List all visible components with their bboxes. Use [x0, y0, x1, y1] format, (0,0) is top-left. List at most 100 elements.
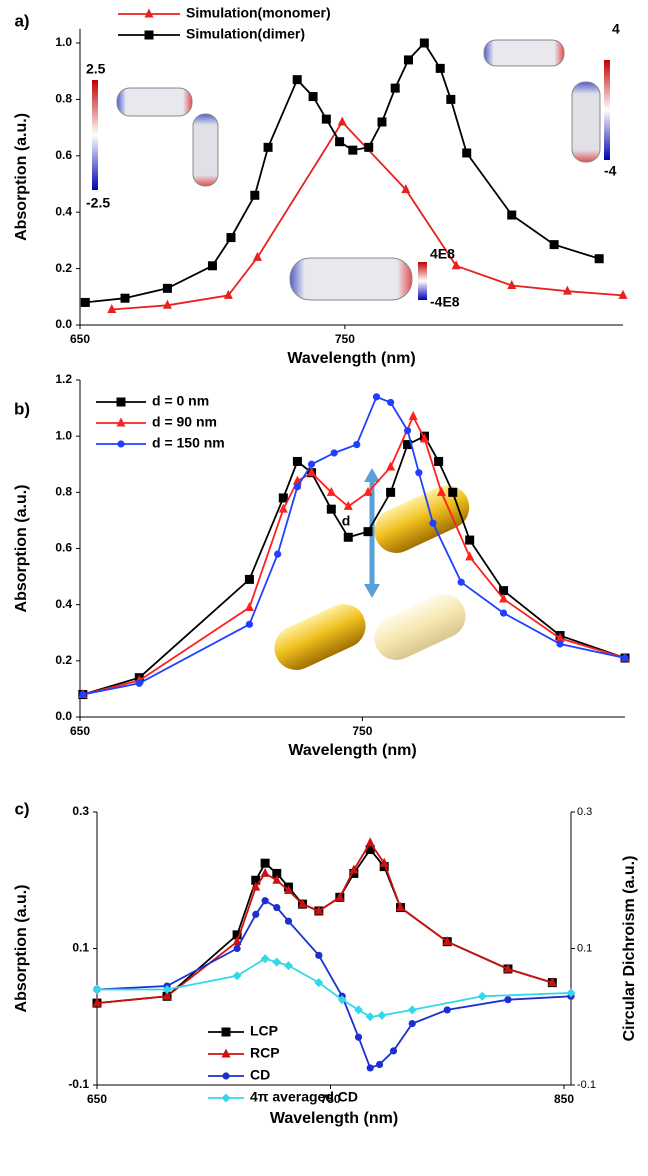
panel: 650 750 850-0.10.10.3-0.10.10.3Wavelength …	[13, 799, 638, 1127]
data-point	[80, 297, 90, 307]
data-point	[292, 456, 302, 466]
data-point	[366, 1064, 374, 1072]
data-point	[349, 864, 359, 874]
x-tick-label: 750	[320, 1092, 340, 1106]
legend-marker	[221, 1027, 231, 1037]
y-tick-label: 1.0	[55, 35, 72, 49]
data-point	[244, 574, 254, 584]
y-axis-label: Absorption (a.u.)	[13, 885, 30, 1013]
data-point	[363, 527, 373, 537]
data-point	[283, 961, 293, 971]
y-tick-label: 0.1	[72, 941, 89, 955]
x-tick-label: 850	[554, 1092, 574, 1106]
data-point	[297, 898, 307, 908]
legend-label: RCP	[250, 1045, 280, 1061]
inset-a	[92, 39, 610, 301]
annotation: 4E8	[430, 246, 455, 262]
data-point	[503, 963, 513, 973]
rod-field	[571, 81, 601, 163]
data-point	[415, 469, 423, 477]
legend-label: d = 150 nm	[152, 435, 225, 451]
colorbar	[92, 80, 98, 190]
data-point	[162, 984, 172, 994]
data-point	[314, 905, 324, 915]
data-point	[403, 440, 413, 450]
y-tick-label: 0.0	[55, 709, 72, 723]
panel-label: a)	[14, 11, 29, 30]
data-point	[386, 487, 396, 497]
legend-marker	[144, 8, 154, 18]
data-point	[436, 486, 446, 496]
data-point	[223, 289, 233, 299]
legend-marker	[116, 417, 126, 427]
rod-field	[116, 87, 193, 117]
data-point	[232, 930, 242, 940]
data-point	[92, 984, 102, 994]
data-point	[547, 977, 557, 987]
y-tick-label: 0.4	[55, 597, 72, 611]
data-point	[226, 233, 236, 243]
legend-marker	[116, 397, 126, 407]
y-axis-label: Absorption (a.u.)	[13, 113, 30, 241]
data-point	[566, 988, 576, 998]
x-tick-label: 650	[70, 724, 90, 738]
data-point	[465, 551, 475, 561]
data-point	[274, 550, 282, 558]
data-point	[420, 433, 430, 443]
data-point	[555, 632, 565, 642]
data-point	[477, 991, 487, 1001]
legend-label: LCP	[250, 1023, 278, 1039]
data-point	[244, 601, 254, 611]
panel: 650 750 0.0 0.2 0.4 0.6 0.8 1.0 Wavelength (nm) A…	[13, 5, 628, 367]
legend-marker	[221, 1093, 231, 1103]
series-line	[82, 414, 626, 696]
data-point	[292, 75, 302, 85]
y2-tick-label: 0.3	[577, 806, 592, 818]
legend-label: Simulation(monomer)	[186, 5, 331, 21]
y-tick-label: 0.0	[55, 317, 72, 331]
data-point	[284, 917, 293, 925]
data-point	[273, 903, 281, 912]
data-point	[251, 881, 261, 891]
data-point	[446, 94, 456, 104]
data-point	[462, 148, 472, 158]
data-point	[407, 1005, 417, 1015]
data-point	[232, 971, 242, 981]
data-point	[363, 486, 373, 496]
x-axis-label: Wavelength (nm)	[270, 1110, 398, 1127]
legend-marker	[222, 1072, 230, 1080]
x-axis-label: Wavelength (nm)	[287, 350, 415, 367]
data-point	[451, 260, 461, 270]
data-point	[343, 500, 353, 510]
data-point	[379, 857, 389, 867]
data-point	[278, 503, 288, 513]
legend-marker	[144, 30, 154, 40]
data-point	[307, 467, 317, 477]
data-point	[335, 891, 345, 901]
annotation: d	[342, 513, 351, 529]
x-tick-label: 650	[70, 332, 90, 346]
data-point	[457, 578, 465, 586]
data-point	[365, 1012, 375, 1022]
rod-field	[483, 39, 565, 67]
data-point	[556, 640, 564, 648]
data-point	[260, 867, 270, 877]
data-point	[308, 92, 318, 102]
data-point	[377, 117, 387, 127]
x-tick-label: 750	[335, 332, 355, 346]
y2-axis-label: Circular Dichroism (a.u.)	[621, 856, 638, 1042]
data-point	[330, 449, 338, 457]
annotation: -4E8	[430, 294, 460, 310]
data-point	[354, 1005, 364, 1015]
y-tick-label: 0.6	[55, 541, 72, 555]
y2-tick-label: 0.1	[577, 942, 592, 954]
colorbar	[604, 60, 610, 160]
gold-rod-faded	[374, 594, 466, 660]
legend-marker	[221, 1048, 231, 1058]
data-point	[272, 957, 282, 967]
y-tick-label: 0.2	[55, 261, 72, 275]
data-point	[562, 285, 572, 295]
legend-label: d = 0 nm	[152, 393, 209, 409]
series-line	[96, 841, 553, 1004]
